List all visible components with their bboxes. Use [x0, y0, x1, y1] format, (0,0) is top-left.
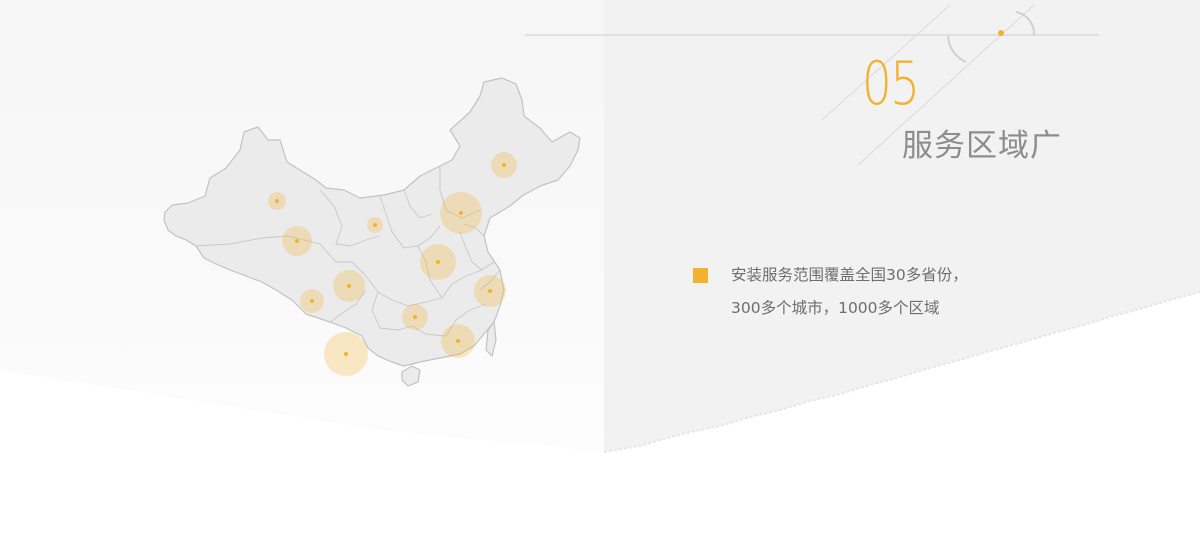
square-bullet-icon	[693, 268, 708, 283]
china-map-icon	[163, 77, 581, 387]
description-line-1: 安装服务范围覆盖全国30多省份，	[731, 266, 968, 284]
section-title: 服务区域广	[902, 128, 1062, 164]
region-markers	[268, 152, 517, 376]
section-number: 05	[862, 49, 920, 119]
description-line-2: 300多个城市，1000多个区域	[731, 299, 940, 317]
section-description: 安装服务范围覆盖全国30多省份， 300多个城市，1000多个区域	[731, 259, 1091, 325]
